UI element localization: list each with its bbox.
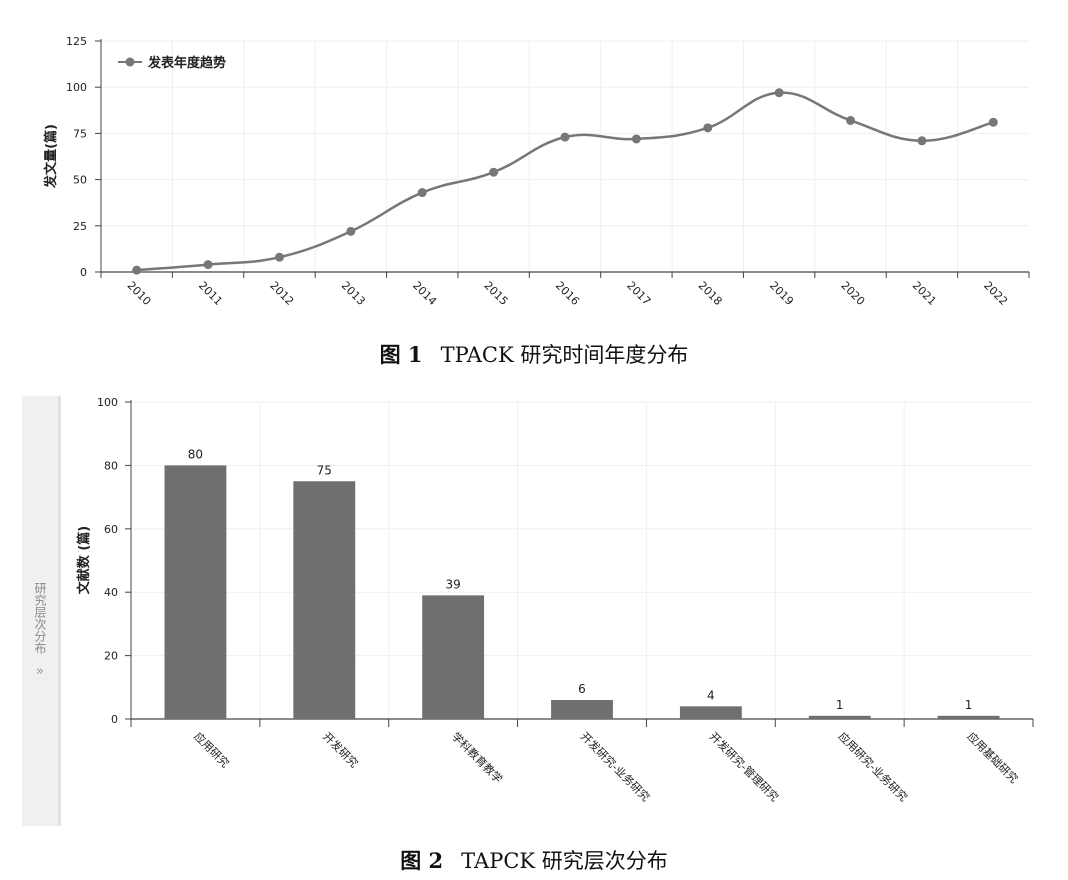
chart2-data-labels: 80 75 39 6 4 1 1 — [188, 447, 973, 711]
x-tick-label: 学科教育教学 — [449, 729, 506, 786]
research-level-side-tab[interactable]: 研究层次分布 » — [22, 396, 61, 826]
bar-value-label: 39 — [446, 577, 461, 591]
bar-value-label: 80 — [188, 447, 203, 461]
data-point — [274, 252, 284, 262]
chart2-bars — [164, 465, 1000, 719]
x-tick-label: 2021 — [910, 279, 939, 308]
data-point — [631, 134, 641, 144]
data-point — [917, 136, 927, 146]
data-point — [417, 188, 427, 198]
figure2-number: 图 2 — [400, 848, 444, 873]
chart1-gridlines — [101, 40, 1029, 272]
x-tick-label: 2020 — [838, 279, 867, 308]
bar-value-label: 6 — [578, 682, 586, 696]
y-tick-label: 100 — [66, 81, 87, 94]
x-tick-label: 2013 — [339, 279, 368, 308]
figure2-caption: 图 2 TAPCK 研究层次分布 — [0, 845, 1068, 875]
bar-value-label: 1 — [836, 698, 844, 712]
data-point — [703, 123, 713, 133]
y-tick-label: 80 — [104, 459, 118, 472]
x-tick-label: 2018 — [696, 279, 725, 308]
y-tick-label: 20 — [104, 650, 118, 663]
data-point — [774, 88, 784, 98]
y-tick-label: 25 — [73, 220, 87, 233]
data-point — [346, 226, 356, 236]
x-tick-label: 应用研究 — [191, 729, 232, 770]
expand-arrow-icon[interactable]: » — [36, 664, 44, 679]
trend-line-series — [136, 91, 994, 272]
x-tick-label: 2011 — [196, 279, 225, 308]
chart2-axes — [125, 400, 1034, 727]
y-tick-label: 60 — [104, 523, 118, 536]
data-point — [988, 117, 998, 127]
x-tick-label: 2015 — [481, 279, 510, 308]
y-tick-label: 0 — [111, 713, 118, 726]
data-point — [132, 265, 142, 275]
bar-value-label: 4 — [707, 688, 715, 702]
x-tick-label: 开发研究-业务研究 — [578, 729, 653, 804]
x-tick-label: 2022 — [981, 279, 1010, 308]
x-tick-label: 2014 — [410, 279, 439, 308]
figure1-caption: 图 1 TPACK 研究时间年度分布 — [0, 339, 1068, 369]
legend-series-name: 发表年度趋势 — [147, 55, 226, 71]
bar — [293, 481, 356, 719]
x-tick-label: 2019 — [767, 279, 796, 308]
bar — [164, 465, 227, 719]
x-tick-label: 2012 — [267, 279, 296, 308]
x-tick-label: 2017 — [624, 279, 653, 308]
bar — [422, 595, 485, 719]
bar — [808, 715, 871, 719]
chart2-x-tick-labels: 应用研究 开发研究 学科教育教学 开发研究-业务研究 开发研究-管理研究 应用研究-业务研… — [191, 729, 1021, 804]
chart2-gridlines — [131, 401, 1033, 719]
research-level-bar-chart: 0 20 40 60 80 100 80 75 39 6 4 1 1 应用研究 开发研究 学科教育教学 开发… — [76, 396, 1034, 804]
chart2-y-axis-label: 文献数 (篇) — [76, 526, 92, 594]
chart1-data-points — [132, 88, 998, 275]
legend-marker — [125, 57, 135, 67]
figure1-number: 图 1 — [379, 342, 423, 367]
bar — [679, 706, 742, 719]
x-tick-label: 2010 — [125, 279, 154, 308]
y-tick-label: 40 — [104, 586, 118, 599]
x-tick-label: 应用研究-业务研究 — [836, 729, 911, 804]
x-tick-label: 开发研究 — [320, 729, 361, 770]
chart1-legend[interactable]: 发表年度趋势 — [118, 55, 226, 71]
figure2-title: TAPCK 研究层次分布 — [461, 849, 668, 873]
chart1-x-tick-labels: 2010 2011 2012 2013 2014 2015 2016 2017 2018 2019… — [125, 279, 1011, 308]
x-tick-label: 应用基础研究 — [964, 729, 1021, 786]
figure1-title: TPACK 研究时间年度分布 — [440, 343, 689, 367]
data-point — [203, 260, 213, 270]
y-tick-label: 50 — [73, 174, 87, 187]
chart1-y-axis-label: 发文量(篇) — [43, 124, 59, 189]
y-tick-label: 125 — [66, 35, 87, 48]
y-tick-label: 75 — [73, 127, 87, 140]
y-tick-label: 100 — [97, 396, 118, 409]
chart2-y-tick-labels: 0 20 40 60 80 100 — [97, 396, 118, 726]
data-point — [489, 167, 499, 177]
x-tick-label: 2016 — [553, 279, 582, 308]
bar-value-label: 1 — [965, 698, 973, 712]
x-tick-label: 开发研究-管理研究 — [707, 729, 782, 804]
bar-value-label: 75 — [317, 463, 332, 477]
y-tick-label: 0 — [80, 266, 87, 279]
side-tab-label: 研究层次分布 — [33, 582, 47, 654]
data-point — [846, 115, 856, 125]
chart1-axes — [95, 39, 1030, 278]
bar — [551, 699, 613, 719]
chart1-y-tick-labels: 0 25 50 75 100 125 — [66, 35, 87, 279]
data-point — [560, 132, 570, 142]
bar — [937, 715, 1000, 719]
